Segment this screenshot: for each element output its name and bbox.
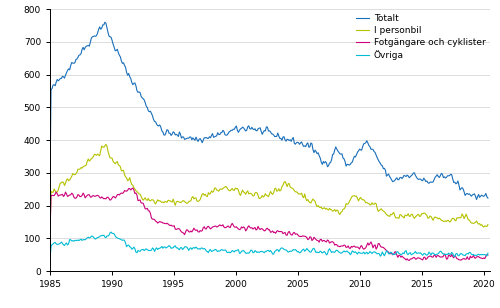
I personbil (474, 219, 480, 223)
Fotgängare och cyklister (130, 186, 136, 190)
Fotgängare och cyklister (485, 253, 491, 257)
Fotgängare och cyklister (122, 189, 128, 192)
Totalt (102, 20, 108, 24)
Totalt (474, 195, 480, 198)
Övriga (108, 230, 114, 234)
Fotgängare och cyklister (430, 255, 436, 259)
Totalt (294, 140, 300, 144)
Övriga (122, 241, 128, 245)
Line: Totalt: Totalt (50, 22, 488, 200)
I personbil (294, 191, 300, 194)
I personbil (429, 217, 435, 220)
Totalt (412, 171, 418, 175)
Fotgängare och cyklister (412, 257, 418, 261)
Line: I personbil: I personbil (50, 144, 488, 232)
Fotgängare och cyklister (346, 246, 352, 250)
Totalt (429, 180, 435, 184)
Totalt (474, 198, 480, 201)
Totalt (485, 196, 491, 200)
Fotgängare och cyklister (47, 231, 53, 235)
Line: Fotgängare och cyklister: Fotgängare och cyklister (50, 188, 488, 261)
I personbil (346, 200, 352, 204)
I personbil (122, 175, 128, 179)
Totalt (47, 179, 53, 182)
Övriga (485, 251, 491, 255)
Övriga (474, 253, 480, 257)
I personbil (485, 223, 491, 226)
Övriga (412, 251, 418, 255)
Övriga (346, 251, 352, 255)
Fotgängare och cyklister (294, 233, 300, 236)
Övriga (294, 250, 300, 254)
Fotgängare och cyklister (474, 255, 480, 258)
Legend: Totalt, I personbil, Fotgängare och cyklister, Övriga: Totalt, I personbil, Fotgängare och cykl… (353, 11, 488, 63)
I personbil (412, 217, 418, 220)
Övriga (47, 257, 53, 261)
Fotgängare och cyklister (406, 259, 412, 262)
Totalt (122, 66, 128, 69)
Övriga (429, 251, 435, 255)
I personbil (47, 230, 53, 234)
Line: Övriga: Övriga (50, 232, 488, 259)
Totalt (346, 163, 352, 167)
I personbil (103, 143, 109, 146)
